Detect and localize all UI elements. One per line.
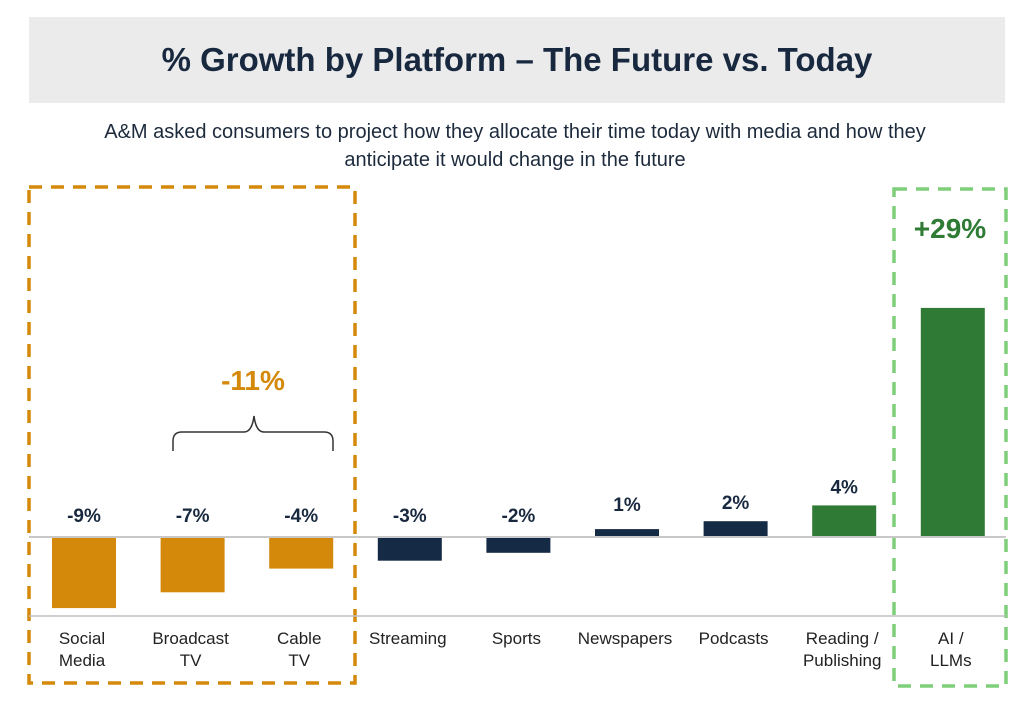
- category-label-sports: Sports: [492, 629, 541, 648]
- value-label-social-media: -9%: [67, 506, 101, 527]
- value-label-streaming: -3%: [393, 506, 427, 527]
- category-label-streaming: Streaming: [369, 629, 446, 648]
- bar-sports: [486, 537, 551, 553]
- bar-social-media: [52, 537, 116, 609]
- value-label-podcasts: 2%: [722, 493, 750, 514]
- category-label-ai-llms: AI / LLMs: [930, 629, 972, 670]
- decline-group-box: [27, 185, 357, 685]
- value-label-broadcast-tv: -7%: [176, 506, 210, 527]
- category-label-reading-publishing: Reading / Publishing: [803, 629, 881, 670]
- chart-subtitle: A&M asked consumers to project how they …: [104, 121, 926, 171]
- value-label-reading-publishing: 4%: [830, 477, 858, 498]
- ai-growth-total-label: +29%: [914, 213, 986, 244]
- bar-podcasts: [703, 521, 768, 537]
- category-label-cable-tv: Cable TV: [277, 629, 321, 670]
- value-label-cable-tv: -4%: [284, 506, 318, 527]
- category-label-podcasts: Podcasts: [699, 629, 769, 648]
- ai-group-box: [892, 187, 1008, 688]
- chart-title: % Growth by Platform – The Future vs. To…: [161, 41, 873, 78]
- value-label-sports: -2%: [502, 506, 536, 527]
- title-bar: % Growth by Platform – The Future vs. To…: [29, 17, 1005, 103]
- category-label-social-media: Social Media: [59, 629, 106, 670]
- bar-reading-publishing: [812, 505, 877, 537]
- category-label-broadcast-tv: Broadcast TV: [152, 629, 229, 670]
- value-label-newspapers: 1%: [613, 495, 641, 516]
- decline-group-total-label: -11%: [221, 365, 285, 396]
- category-label-newspapers: Newspapers: [578, 629, 673, 648]
- decline-group-brace: [172, 415, 334, 451]
- bar-ai-llms: [920, 307, 985, 537]
- bar-streaming: [377, 537, 442, 561]
- bar-broadcast-tv: [160, 537, 225, 593]
- bar-newspapers: [595, 529, 659, 537]
- bar-cable-tv: [269, 537, 334, 569]
